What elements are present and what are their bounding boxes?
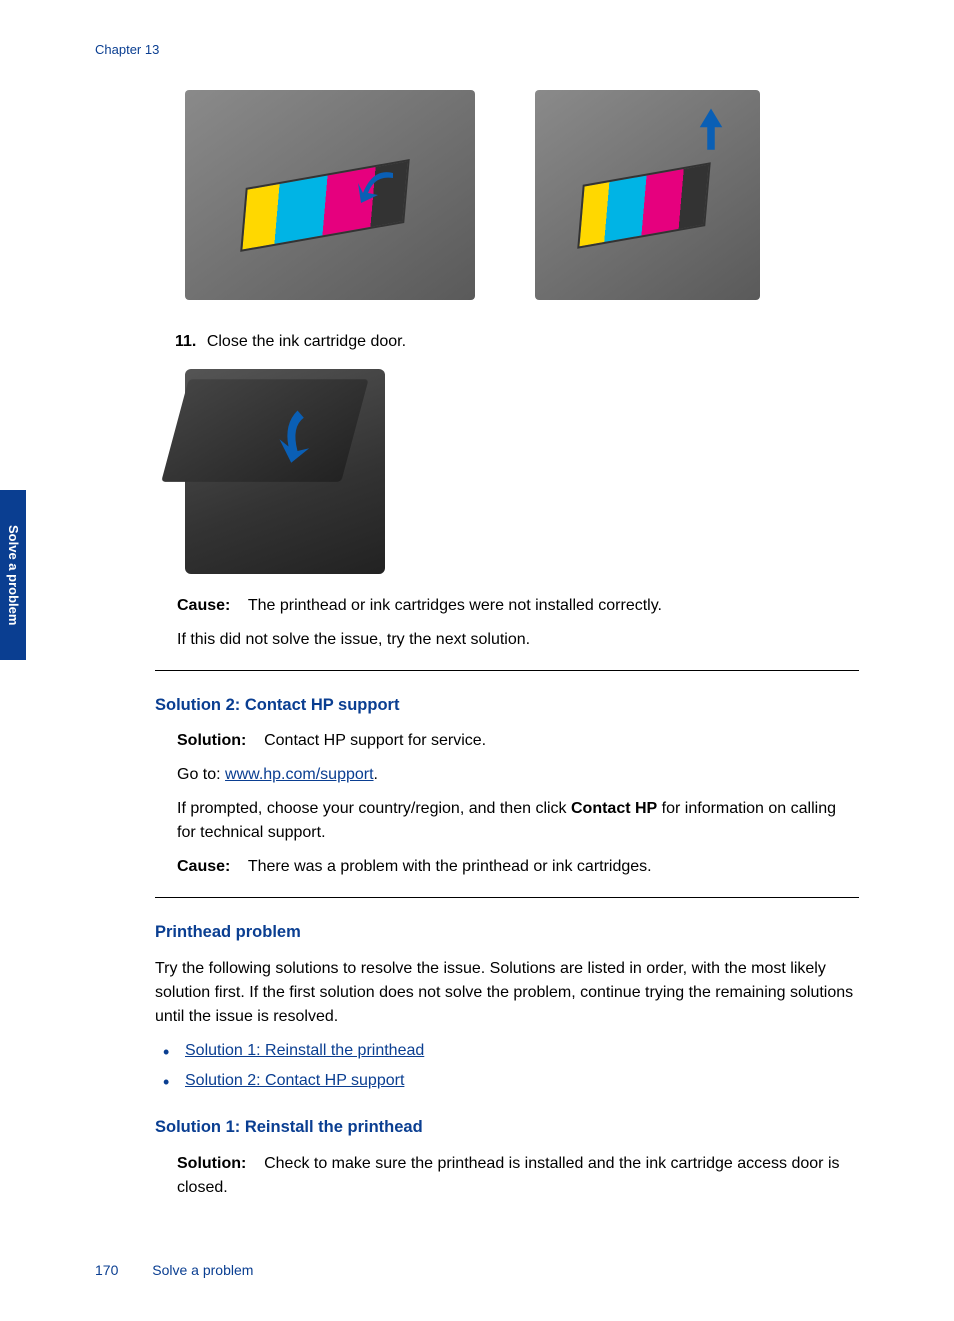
close-arrow-icon [275, 410, 320, 465]
solution-1-body: Solution: Check to make sure the printhe… [155, 1152, 859, 1200]
chapter-header: Chapter 13 [95, 40, 859, 60]
cause-1: Cause: The printhead or ink cartridges w… [155, 594, 859, 618]
solution-1-heading: Solution 1: Reinstall the printhead [155, 1115, 859, 1140]
divider-2 [155, 897, 859, 898]
list-item: Solution 1: Reinstall the printhead [155, 1039, 859, 1063]
divider-1 [155, 670, 859, 671]
upward-arrow-icon [696, 106, 726, 156]
solution-1-text: Check to make sure the printhead is inst… [177, 1155, 840, 1196]
step-number: 11. [175, 333, 196, 350]
solution-2-line: Solution: Contact HP support for service… [155, 729, 859, 753]
solution-1-link[interactable]: Solution 1: Reinstall the printhead [185, 1042, 424, 1059]
solution-text: Contact HP support for service. [264, 732, 486, 749]
step-11: 11. Close the ink cartridge door. [175, 330, 859, 354]
solution-1-label: Solution: [177, 1155, 246, 1172]
printer-cartridge-illustration-left [185, 90, 475, 300]
goto-suffix: . [374, 766, 378, 783]
curved-arrow-icon [353, 163, 403, 213]
solution-bullet-list: Solution 1: Reinstall the printhead Solu… [155, 1039, 859, 1093]
cause-2-text: There was a problem with the printhead o… [248, 858, 652, 875]
cause-text: The printhead or ink cartridges were not… [248, 597, 662, 614]
page-footer: 170 Solve a problem [95, 1260, 253, 1281]
footer-section-text: Solve a problem [152, 1262, 253, 1278]
step-text: Close the ink cartridge door. [207, 333, 406, 350]
printer-cartridge-illustration-right [535, 90, 760, 300]
printer-close-door-illustration [185, 369, 385, 574]
cause-2: Cause: There was a problem with the prin… [155, 855, 859, 879]
list-item: Solution 2: Contact HP support [155, 1069, 859, 1093]
image-row-cartridges [185, 90, 859, 300]
solution-2-link[interactable]: Solution 2: Contact HP support [185, 1072, 404, 1089]
main-content: 11. Close the ink cartridge door. Cause:… [155, 90, 859, 1200]
printhead-intro: Try the following solutions to resolve t… [155, 957, 859, 1029]
cause-label: Cause: [177, 597, 230, 614]
support-link[interactable]: www.hp.com/support [225, 766, 374, 783]
goto-line: Go to: www.hp.com/support. [155, 763, 859, 787]
page-content: Chapter 13 11. Close the ink cartridge d… [0, 0, 954, 1250]
prompt-line: If prompted, choose your country/region,… [155, 797, 859, 845]
goto-prefix: Go to: [177, 766, 225, 783]
prompt-pre: If prompted, choose your country/region,… [177, 800, 571, 817]
cause-2-label: Cause: [177, 858, 230, 875]
printhead-problem-heading: Printhead problem [155, 920, 859, 945]
page-number: 170 [95, 1262, 118, 1278]
solution-2-heading: Solution 2: Contact HP support [155, 693, 859, 718]
contact-hp-bold: Contact HP [571, 800, 657, 817]
solution-label: Solution: [177, 732, 246, 749]
next-solution-text: If this did not solve the issue, try the… [155, 628, 859, 652]
